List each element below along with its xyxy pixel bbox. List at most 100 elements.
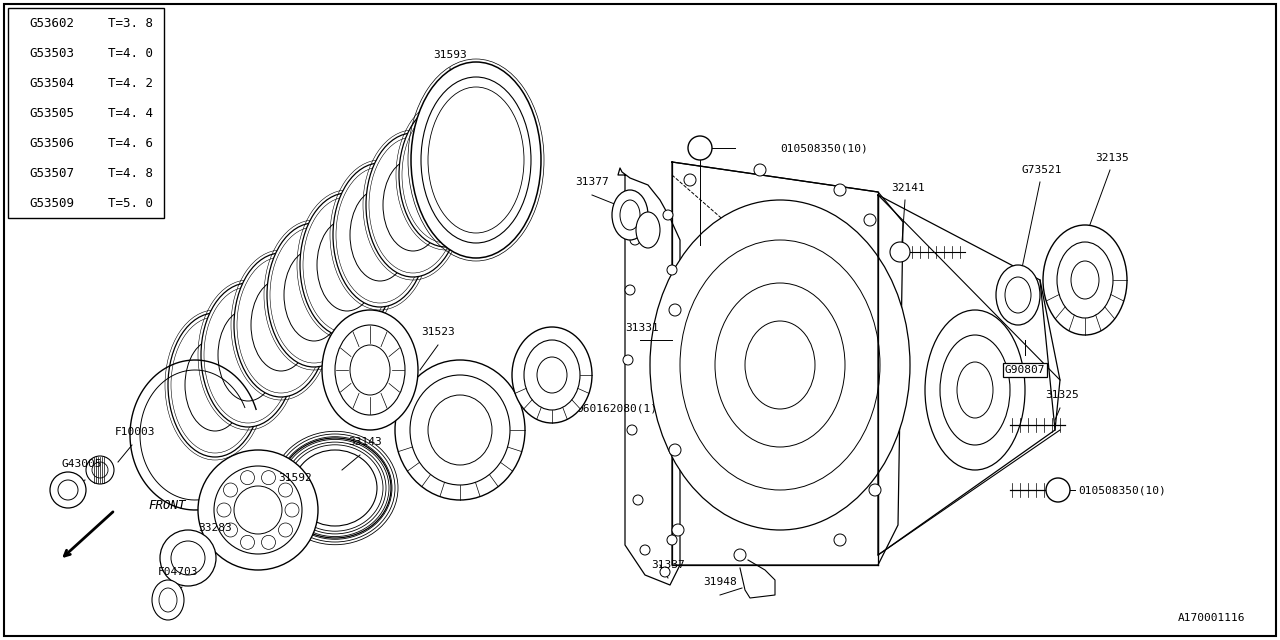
- Text: G73521: G73521: [1021, 165, 1062, 175]
- Text: G53504: G53504: [29, 77, 74, 90]
- Ellipse shape: [333, 163, 428, 307]
- Ellipse shape: [201, 283, 294, 427]
- Circle shape: [689, 136, 712, 160]
- Text: G53503: G53503: [29, 47, 74, 60]
- Ellipse shape: [636, 212, 660, 248]
- Ellipse shape: [411, 62, 541, 258]
- Text: T=4. 8: T=4. 8: [108, 166, 152, 179]
- Text: G53506: G53506: [29, 136, 74, 150]
- Ellipse shape: [234, 486, 282, 534]
- Ellipse shape: [428, 395, 492, 465]
- Ellipse shape: [996, 265, 1039, 325]
- Ellipse shape: [160, 530, 216, 586]
- Circle shape: [835, 534, 846, 546]
- Ellipse shape: [172, 541, 205, 575]
- Ellipse shape: [251, 279, 311, 371]
- Ellipse shape: [1043, 225, 1126, 335]
- Bar: [8, 8, 164, 218]
- Ellipse shape: [168, 313, 262, 457]
- Circle shape: [835, 184, 846, 196]
- Text: 33283: 33283: [198, 523, 232, 533]
- Circle shape: [667, 265, 677, 275]
- Ellipse shape: [198, 450, 317, 570]
- Text: G90807: G90807: [1005, 365, 1046, 375]
- Circle shape: [733, 549, 746, 561]
- Ellipse shape: [159, 588, 177, 612]
- Ellipse shape: [925, 310, 1025, 470]
- Text: T=5. 0: T=5. 0: [108, 196, 152, 209]
- Ellipse shape: [268, 223, 361, 367]
- Ellipse shape: [538, 357, 567, 393]
- Circle shape: [634, 495, 643, 505]
- Text: G53507: G53507: [29, 166, 74, 179]
- Ellipse shape: [349, 345, 390, 395]
- Circle shape: [1046, 478, 1070, 502]
- Text: B: B: [698, 143, 703, 153]
- Circle shape: [669, 304, 681, 316]
- Ellipse shape: [512, 327, 591, 423]
- Ellipse shape: [234, 253, 328, 397]
- Ellipse shape: [410, 375, 509, 485]
- Text: F04703: F04703: [157, 567, 198, 577]
- Ellipse shape: [349, 189, 410, 281]
- Text: A170001116: A170001116: [1178, 613, 1245, 623]
- Circle shape: [623, 355, 634, 365]
- Circle shape: [630, 235, 640, 245]
- Text: G53505: G53505: [29, 106, 74, 120]
- Ellipse shape: [366, 133, 460, 277]
- Ellipse shape: [383, 159, 443, 251]
- Circle shape: [869, 484, 881, 496]
- Text: 060162080(1): 060162080(1): [576, 403, 657, 413]
- Ellipse shape: [86, 456, 114, 484]
- Text: 31523: 31523: [421, 327, 454, 337]
- Text: T=4. 4: T=4. 4: [108, 106, 152, 120]
- Ellipse shape: [58, 480, 78, 500]
- Ellipse shape: [890, 242, 910, 262]
- Text: 010508350(10): 010508350(10): [1078, 485, 1166, 495]
- Circle shape: [663, 210, 673, 220]
- Text: 31331: 31331: [625, 323, 659, 333]
- Ellipse shape: [650, 200, 910, 530]
- Text: G53602: G53602: [29, 17, 74, 29]
- Text: G53509: G53509: [29, 196, 74, 209]
- Circle shape: [754, 164, 765, 176]
- Text: B: B: [1055, 485, 1061, 495]
- Ellipse shape: [1057, 242, 1114, 318]
- Text: 33123: 33123: [465, 377, 499, 387]
- Ellipse shape: [399, 103, 493, 247]
- Text: 33143: 33143: [348, 437, 381, 447]
- Ellipse shape: [612, 190, 648, 240]
- Text: T=4. 6: T=4. 6: [108, 136, 152, 150]
- Ellipse shape: [218, 309, 278, 401]
- Text: 31377: 31377: [575, 177, 609, 187]
- Ellipse shape: [620, 200, 640, 230]
- Circle shape: [864, 214, 876, 226]
- Polygon shape: [878, 195, 1060, 555]
- Text: 31325: 31325: [1046, 390, 1079, 400]
- Text: G43005: G43005: [61, 459, 102, 469]
- Text: T=3. 8: T=3. 8: [108, 17, 152, 29]
- Ellipse shape: [335, 325, 404, 415]
- Text: F10003: F10003: [115, 427, 155, 437]
- Ellipse shape: [416, 129, 476, 221]
- Ellipse shape: [396, 360, 525, 500]
- Ellipse shape: [317, 219, 378, 311]
- Text: 32141: 32141: [891, 183, 925, 193]
- Ellipse shape: [279, 438, 390, 538]
- Ellipse shape: [284, 249, 344, 341]
- Text: T=4. 2: T=4. 2: [108, 77, 152, 90]
- Circle shape: [627, 195, 637, 205]
- Text: 31592: 31592: [278, 473, 312, 483]
- Circle shape: [672, 524, 684, 536]
- Ellipse shape: [214, 466, 302, 554]
- Ellipse shape: [50, 472, 86, 508]
- Text: 32135: 32135: [1096, 153, 1129, 163]
- Polygon shape: [672, 162, 902, 565]
- Text: T=4. 0: T=4. 0: [108, 47, 152, 60]
- Ellipse shape: [323, 310, 419, 430]
- Text: 31593: 31593: [433, 50, 467, 60]
- Ellipse shape: [421, 77, 531, 243]
- Circle shape: [684, 174, 696, 186]
- Text: 010508350(10): 010508350(10): [780, 143, 868, 153]
- Ellipse shape: [152, 580, 184, 620]
